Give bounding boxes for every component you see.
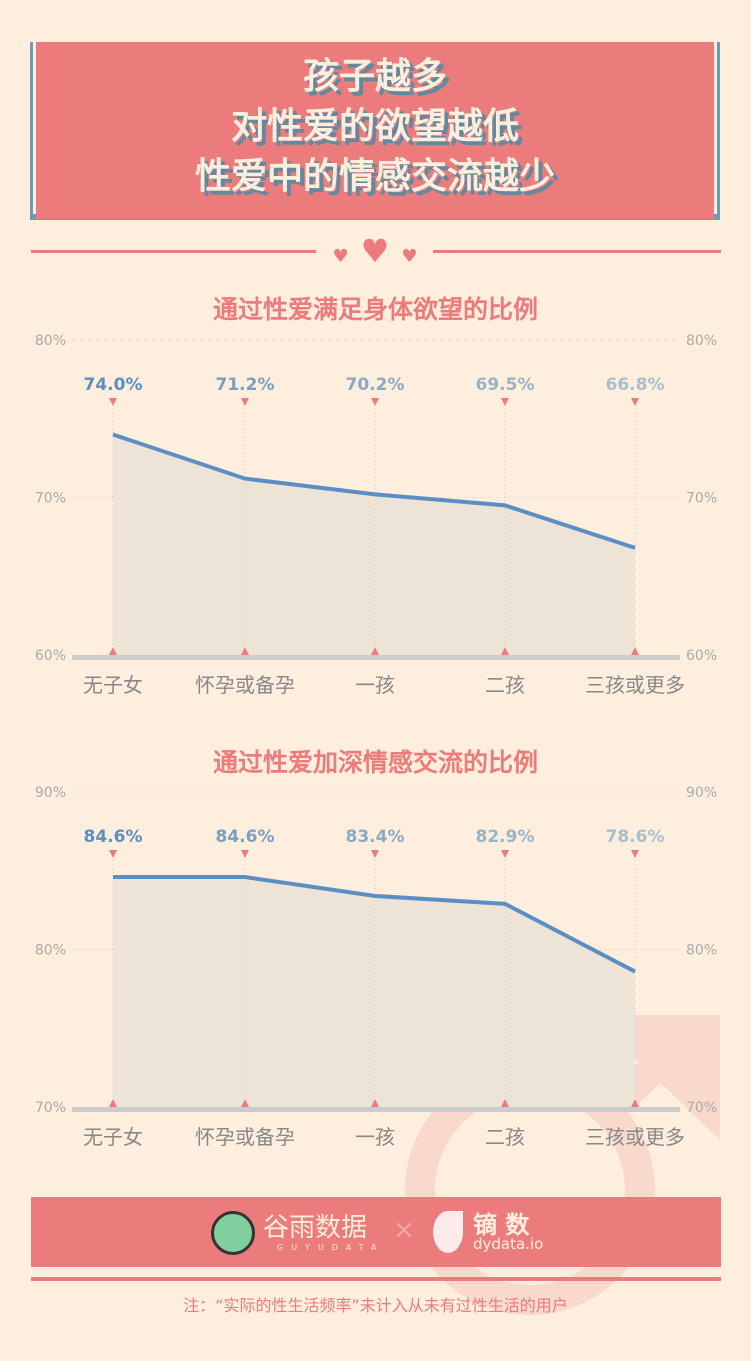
marker-up-icon — [371, 647, 379, 655]
marker-up-icon — [109, 1099, 117, 1107]
guyu-logo-icon — [211, 1211, 255, 1255]
page-title: 孩子越多 对性爱的欲望越低 性爱中的情感交流越少 — [36, 52, 714, 202]
dydata-logo-icon — [433, 1211, 463, 1253]
marker-up-icon — [109, 647, 117, 655]
x-tick-label: 一孩 — [355, 673, 395, 697]
chart-2: 70% 70% 80% 80% 90% 90% 84.6% 无子女 84.6% 怀孕或备孕 83.4… — [35, 785, 717, 1149]
separator: × — [393, 1215, 415, 1245]
marker-up-icon — [631, 1099, 639, 1107]
y-tick-right: 80% — [686, 333, 717, 349]
heart-icon: ♥ — [360, 232, 390, 270]
data-label: 70.2% — [346, 375, 405, 395]
y-tick-left: 60% — [35, 648, 66, 664]
title-line-1: 孩子越多 — [302, 56, 447, 97]
hearts-decoration: ♥ ♥ ♥ — [320, 232, 430, 270]
marker-down-icon — [501, 850, 509, 858]
chart-1-title: 通过性爱满足身体欲望的比例 — [212, 295, 538, 324]
y-tick-right: 60% — [686, 648, 717, 664]
y-tick-right: 80% — [686, 943, 717, 959]
x-tick-label: 怀孕或备孕 — [195, 1125, 295, 1149]
data-label: 83.4% — [346, 827, 405, 847]
area-fill — [113, 434, 635, 655]
x-tick-label: 一孩 — [355, 1125, 395, 1149]
y-tick-left: 70% — [35, 491, 66, 507]
area-fill — [113, 877, 635, 1107]
x-tick-label: 无子女 — [83, 1125, 143, 1149]
x-tick-label: 无子女 — [83, 673, 143, 697]
title-banner — [36, 42, 714, 219]
marker-down-icon — [241, 398, 249, 406]
data-label: 71.2% — [216, 375, 275, 395]
title-line-2: 对性爱的欲望越低 — [230, 106, 519, 147]
x-tick-label: 二孩 — [485, 1125, 525, 1149]
marker-down-icon — [631, 398, 639, 406]
heart-icon: ♥ — [332, 246, 349, 267]
data-label: 78.6% — [606, 827, 665, 847]
marker-down-icon — [371, 850, 379, 858]
data-label: 82.9% — [476, 827, 535, 847]
x-tick-label: 二孩 — [485, 673, 525, 697]
y-tick-left: 80% — [35, 943, 66, 959]
chart-2-title: 通过性爱加深情感交流的比例 — [212, 748, 538, 777]
footnote: 注：“实际的性生活频率”未计入从未有过性生活的用户 — [183, 1296, 568, 1315]
y-tick-right: 70% — [686, 491, 717, 507]
chart-1: 60% 60% 70% 70% 80% 80% 74.0% 无子女 71.2% 怀孕或备孕 70.2… — [35, 333, 717, 697]
x-tick-label: 怀孕或备孕 — [195, 673, 295, 697]
x-axis — [72, 655, 680, 660]
data-label: 66.8% — [606, 375, 665, 395]
x-tick-label: 三孩或更多 — [585, 1125, 685, 1149]
data-label: 69.5% — [476, 375, 535, 395]
y-tick-left: 90% — [35, 785, 66, 801]
data-label: 74.0% — [84, 375, 143, 395]
marker-up-icon — [371, 1099, 379, 1107]
guyu-logo-text: 谷雨数据 — [263, 1213, 368, 1243]
marker-down-icon — [371, 398, 379, 406]
marker-down-icon — [631, 850, 639, 858]
dydata-logo-text: 镝 数 — [473, 1211, 530, 1239]
marker-up-icon — [241, 647, 249, 655]
marker-down-icon — [109, 850, 117, 858]
y-tick-left: 80% — [35, 333, 66, 349]
divider-left — [31, 250, 316, 253]
marker-up-icon — [241, 1099, 249, 1107]
data-label: 84.6% — [216, 827, 275, 847]
data-label: 84.6% — [84, 827, 143, 847]
y-tick-right: 90% — [686, 785, 717, 801]
marker-up-icon — [631, 647, 639, 655]
dydata-logo-sub: dydata.io — [473, 1235, 544, 1253]
guyu-logo-sub: GUYUDATA — [277, 1243, 385, 1252]
marker-down-icon — [501, 398, 509, 406]
title-line-3: 性爱中的情感交流越少 — [194, 156, 555, 197]
marker-down-icon — [241, 850, 249, 858]
x-axis — [72, 1107, 680, 1112]
marker-up-icon — [501, 1099, 509, 1107]
x-tick-label: 三孩或更多 — [585, 673, 685, 697]
footer-divider — [31, 1277, 721, 1281]
y-tick-left: 70% — [35, 1100, 66, 1116]
y-tick-right: 70% — [686, 1100, 717, 1116]
marker-down-icon — [109, 398, 117, 406]
marker-up-icon — [501, 647, 509, 655]
footer-logo-bar: 谷雨数据 GUYUDATA × 镝 数 dydata.io — [31, 1197, 721, 1267]
heart-icon: ♥ — [401, 246, 418, 267]
divider-right — [433, 250, 721, 253]
